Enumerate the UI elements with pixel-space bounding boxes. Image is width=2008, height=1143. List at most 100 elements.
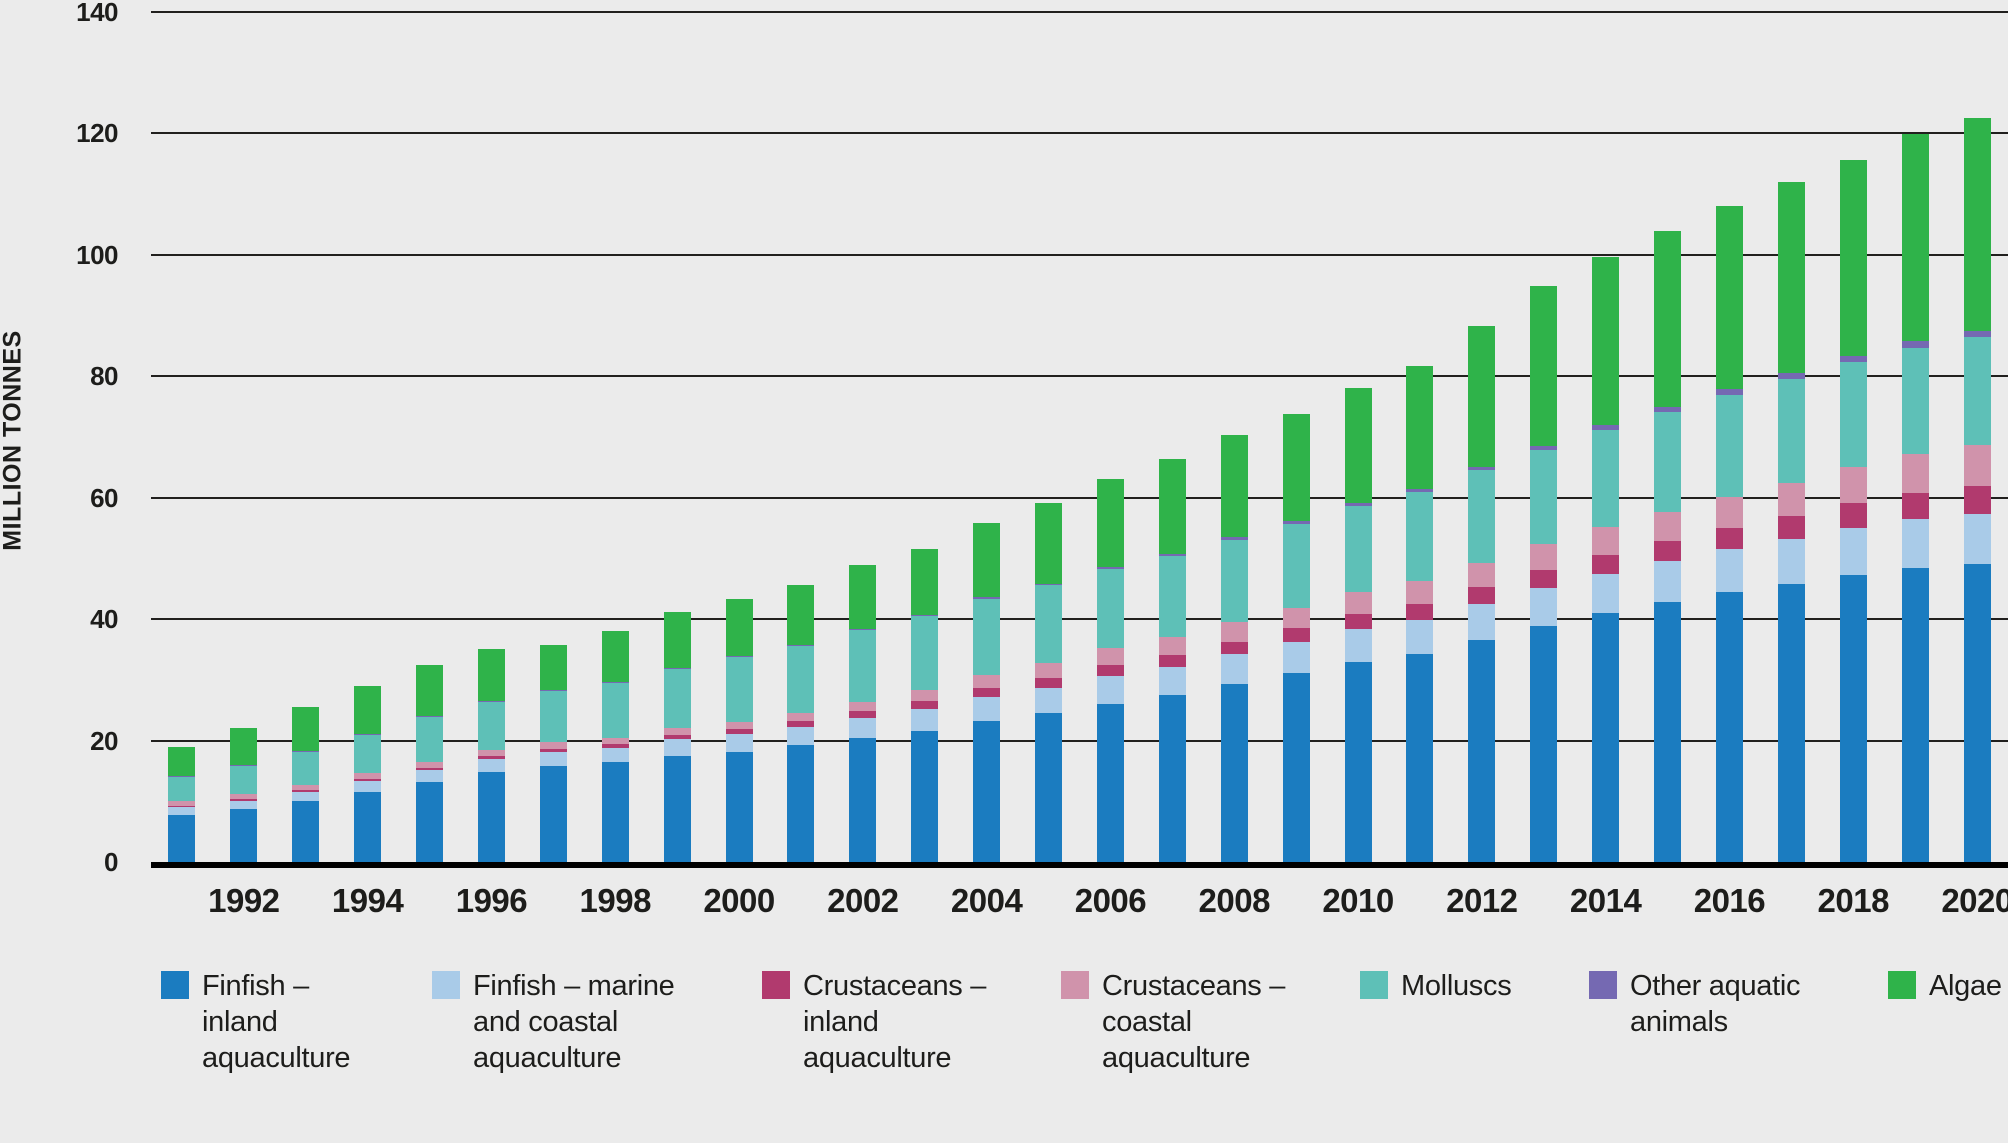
bar-segment-finfish_inland [1468, 639, 1496, 862]
bar-segment-crust_inland [849, 710, 877, 718]
bar-1992 [230, 727, 258, 862]
bar-1996 [477, 649, 505, 862]
bar-segment-molluscs [973, 598, 1001, 675]
bar-2019 [1901, 134, 1929, 862]
gridline-80 [151, 375, 2008, 378]
legend-swatch-algae [1888, 971, 1916, 999]
bar-segment-finfish_marine [1220, 653, 1248, 684]
bar-segment-algae [1654, 230, 1682, 407]
bar-segment-molluscs [601, 682, 629, 738]
bar-segment-algae [1839, 159, 1867, 356]
bar-segment-crust_inland [1468, 586, 1496, 604]
bar-segment-molluscs [230, 765, 258, 794]
legend-label-line: aquaculture [473, 1042, 622, 1074]
bar-1995 [416, 665, 444, 862]
bar-segment-crust_coastal [416, 761, 444, 768]
bar-segment-finfish_marine [663, 739, 691, 756]
bar-segment-algae [1096, 478, 1124, 567]
bar-segment-molluscs [1468, 470, 1496, 563]
bar-segment-crust_coastal [601, 737, 629, 745]
bar-1999 [663, 612, 691, 862]
bar-segment-other_aquatic [1530, 446, 1558, 451]
bar-segment-finfish_inland [416, 781, 444, 862]
bar-segment-crust_coastal [725, 721, 753, 730]
bar-segment-other_aquatic [230, 764, 258, 766]
bar-segment-molluscs [1777, 378, 1805, 483]
x-tick-label-2006: 2006 [1074, 882, 1147, 919]
bar-segment-molluscs [1344, 506, 1372, 593]
x-tick-label-2000: 2000 [703, 882, 775, 919]
bar-segment-algae [1715, 206, 1743, 390]
bar-segment-crust_inland [1901, 492, 1929, 519]
bar-segment-other_aquatic [1096, 566, 1124, 569]
bar-segment-crust_inland [477, 756, 505, 759]
bar-2000 [725, 599, 753, 862]
bar-segment-crust_coastal [1901, 454, 1929, 493]
bar-segment-other_aquatic [1963, 330, 1991, 338]
bar-2005 [1035, 502, 1063, 862]
bar-segment-crust_coastal [787, 712, 815, 722]
bar-segment-crust_inland [1035, 678, 1063, 688]
bar-segment-finfish_inland [1220, 683, 1248, 862]
x-tick-label-2002: 2002 [827, 882, 899, 919]
bar-2010 [1344, 387, 1372, 862]
bar-segment-crust_inland [292, 790, 320, 793]
bar-2017 [1777, 182, 1805, 862]
bar-segment-other_aquatic [849, 629, 877, 631]
bar-segment-other_aquatic [1344, 503, 1372, 507]
bar-segment-other_aquatic [787, 644, 815, 646]
bar-segment-molluscs [1963, 337, 1991, 445]
legend-label-algae: Algae [1929, 968, 2002, 1004]
bar-1998 [601, 631, 629, 862]
bar-segment-other_aquatic [477, 700, 505, 702]
x-tick-label-2018: 2018 [1817, 882, 1890, 919]
bar-1997 [539, 644, 567, 862]
bar-segment-molluscs [787, 645, 815, 713]
bar-segment-crust_inland [911, 701, 939, 709]
bar-segment-finfish_inland [973, 721, 1001, 862]
bar-segment-finfish_marine [1530, 588, 1558, 626]
bar-segment-molluscs [292, 751, 320, 785]
bar-segment-finfish_marine [1654, 560, 1682, 603]
bar-segment-finfish_marine [787, 726, 815, 746]
bar-segment-finfish_inland [168, 814, 196, 862]
bar-segment-algae [230, 727, 258, 765]
bar-segment-crust_inland [1530, 569, 1558, 589]
bar-segment-finfish_marine [1715, 549, 1743, 592]
bar-segment-algae [1592, 256, 1620, 425]
plot-area [151, 11, 2008, 868]
bar-segment-algae [1530, 286, 1558, 447]
bar-segment-finfish_inland [1592, 613, 1620, 862]
bar-segment-finfish_marine [1035, 687, 1063, 714]
bar-segment-finfish_marine [1777, 539, 1805, 584]
bar-segment-finfish_inland [1530, 625, 1558, 862]
bar-segment-other_aquatic [1035, 583, 1063, 586]
bar-segment-other_aquatic [1406, 488, 1434, 492]
bar-2002 [849, 565, 877, 862]
bar-2020 [1963, 117, 1991, 862]
bar-2018 [1839, 159, 1867, 862]
x-tick-label-2012: 2012 [1446, 882, 1518, 919]
bar-segment-crust_inland [168, 806, 196, 808]
bar-segment-crust_inland [1406, 603, 1434, 620]
bar-segment-crust_inland [787, 721, 815, 727]
bar-segment-crust_inland [1158, 654, 1186, 667]
bar-segment-other_aquatic [292, 750, 320, 752]
bar-segment-crust_inland [1839, 503, 1867, 529]
bar-segment-finfish_marine [601, 747, 629, 763]
bar-segment-crust_coastal [1530, 544, 1558, 570]
bar-segment-finfish_marine [849, 717, 877, 738]
bar-segment-crust_coastal [1096, 648, 1124, 666]
bar-segment-molluscs [1530, 450, 1558, 545]
legend-label-other_aquatic: Other aquatic animals [1630, 968, 1801, 1040]
bar-segment-crust_inland [354, 779, 382, 782]
bar-segment-finfish_marine [292, 792, 320, 802]
gridline-120 [151, 132, 2008, 135]
gridline-40 [151, 618, 2008, 621]
bar-segment-molluscs [1035, 585, 1063, 663]
bar-segment-molluscs [539, 690, 567, 743]
legend-label-finfish_marine: Finfish – marine and coastal aquaculture [473, 968, 675, 1076]
bar-segment-finfish_marine [1901, 518, 1929, 568]
bar-segment-finfish_inland [1406, 653, 1434, 862]
legend-label-line: Algae [1929, 970, 2002, 1002]
